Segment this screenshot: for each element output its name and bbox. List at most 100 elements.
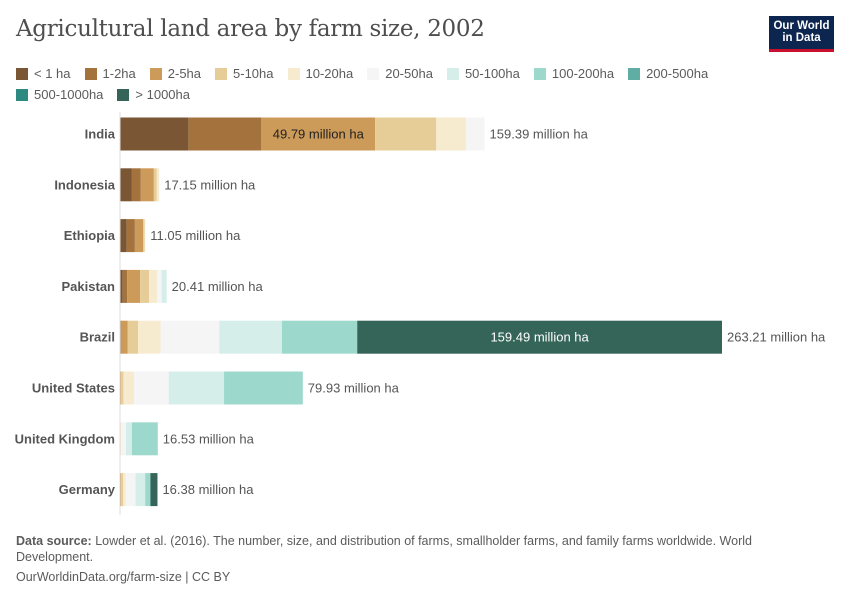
bar-segment bbox=[121, 473, 124, 507]
bar-segment bbox=[140, 269, 150, 303]
bar-segment bbox=[149, 269, 158, 303]
bar-segment bbox=[150, 473, 158, 507]
bar-segment bbox=[168, 371, 225, 405]
bar-segment bbox=[131, 422, 158, 456]
category-label: Germany bbox=[59, 482, 116, 497]
legend-swatch bbox=[149, 67, 162, 80]
legend-item[interactable]: 2-5ha bbox=[149, 66, 201, 81]
legend-item[interactable]: > 1000ha bbox=[117, 87, 190, 102]
bar-segment bbox=[127, 269, 141, 303]
category-label: United Kingdom bbox=[15, 431, 115, 446]
legend: < 1 ha 1-2ha 2-5ha 5-10ha 10-20ha 20-50ha 50-1… bbox=[16, 66, 796, 102]
bar-segment bbox=[120, 269, 123, 303]
legend-swatch bbox=[628, 67, 641, 80]
bar-segment bbox=[120, 117, 189, 151]
bar-segment bbox=[157, 269, 162, 303]
bar-segment bbox=[122, 269, 128, 303]
legend-label: 20-50ha bbox=[385, 66, 433, 81]
bar-segment bbox=[131, 168, 141, 202]
bar-segment bbox=[120, 473, 122, 507]
bar-segment bbox=[126, 219, 135, 253]
legend-item[interactable]: 10-20ha bbox=[287, 66, 354, 81]
total-value-label: 17.15 million ha bbox=[164, 177, 256, 192]
legend-swatch bbox=[16, 67, 28, 80]
bar-segment bbox=[138, 320, 161, 354]
bar-segment bbox=[121, 422, 126, 456]
bar-segment bbox=[120, 219, 127, 253]
legend-swatch bbox=[117, 88, 130, 101]
bar-segment bbox=[357, 320, 722, 354]
bar-segment bbox=[436, 117, 467, 151]
legend-label: 1-2ha bbox=[102, 66, 136, 81]
bar-segment bbox=[156, 168, 160, 202]
legend-item[interactable]: 50-100ha bbox=[446, 66, 520, 81]
bar-segment bbox=[145, 473, 151, 507]
segment-value-label: 159.49 million ha bbox=[490, 330, 589, 345]
bar-segment bbox=[188, 117, 262, 151]
legend-label: 10-20ha bbox=[305, 66, 354, 81]
bar-segment bbox=[125, 473, 136, 507]
logo-line-1: Our World bbox=[773, 20, 830, 32]
legend-item[interactable]: < 1 ha bbox=[16, 66, 71, 81]
bar-segment bbox=[153, 168, 157, 202]
bar-segment bbox=[121, 320, 128, 354]
bar-segment bbox=[125, 422, 132, 456]
data-source: Data source: Lowder et al. (2016). The n… bbox=[16, 533, 776, 565]
bar-segment bbox=[127, 320, 139, 354]
bar-segment bbox=[120, 371, 122, 405]
legend-item[interactable]: 5-10ha bbox=[215, 66, 274, 81]
legend-label: > 1000ha bbox=[135, 87, 190, 102]
total-value-label: 20.41 million ha bbox=[172, 279, 264, 294]
category-label: Ethiopia bbox=[64, 228, 116, 243]
bar-segment bbox=[123, 371, 134, 405]
legend-swatch bbox=[215, 67, 228, 80]
bar-segment bbox=[143, 219, 145, 253]
bar-segment bbox=[135, 473, 146, 507]
owid-logo[interactable]: Our World in Data bbox=[769, 16, 834, 52]
bar-segment bbox=[261, 117, 376, 151]
category-label: India bbox=[85, 127, 116, 142]
bar-segment bbox=[120, 168, 132, 202]
source-label: Data source: bbox=[16, 534, 92, 548]
legend-label: 500-1000ha bbox=[34, 87, 104, 102]
bar-segment bbox=[134, 219, 144, 253]
legend-item[interactable]: 20-50ha bbox=[367, 66, 433, 81]
legend-swatch bbox=[533, 67, 546, 80]
legend-swatch bbox=[446, 67, 459, 80]
logo-line-2: in Data bbox=[782, 32, 821, 44]
total-value-label: 16.38 million ha bbox=[162, 482, 254, 497]
category-label: Pakistan bbox=[62, 279, 116, 294]
bar-segment bbox=[224, 371, 303, 405]
bar-segment bbox=[281, 320, 358, 354]
legend-swatch bbox=[16, 88, 28, 101]
category-label: Indonesia bbox=[54, 177, 115, 192]
legend-label: 5-10ha bbox=[233, 66, 274, 81]
legend-item[interactable]: 100-200ha bbox=[533, 66, 615, 81]
total-value-label: 16.53 million ha bbox=[163, 431, 255, 446]
legend-item[interactable]: 1-2ha bbox=[84, 66, 136, 81]
legend-swatch bbox=[84, 67, 97, 80]
source-text: Lowder et al. (2016). The number, size, … bbox=[16, 534, 752, 564]
bar-segment bbox=[466, 117, 485, 151]
legend-label: 100-200ha bbox=[551, 66, 615, 81]
total-value-label: 11.05 million ha bbox=[150, 228, 241, 243]
legend-label: < 1 ha bbox=[34, 66, 71, 81]
bar-segment bbox=[161, 269, 167, 303]
chart-title: Agricultural land area by farm size, 200… bbox=[16, 16, 485, 42]
legend-item[interactable]: 500-1000ha bbox=[16, 87, 103, 102]
legend-item[interactable]: 200-500ha bbox=[628, 66, 708, 81]
source-url[interactable]: OurWorldinData.org/farm-size | CC BY bbox=[16, 570, 231, 584]
bar-segment bbox=[133, 371, 169, 405]
segment-value-label: 49.79 million ha bbox=[273, 127, 365, 142]
total-value-label: 79.93 million ha bbox=[308, 381, 400, 396]
legend-swatch bbox=[367, 67, 380, 80]
bar-segment bbox=[121, 371, 124, 405]
legend-label: 200-500ha bbox=[646, 66, 709, 81]
legend-swatch bbox=[287, 67, 300, 80]
bar-segment bbox=[219, 320, 282, 354]
category-label: United States bbox=[32, 381, 115, 396]
total-value-label: 159.39 million ha bbox=[490, 127, 589, 142]
bar-segment bbox=[120, 422, 122, 456]
